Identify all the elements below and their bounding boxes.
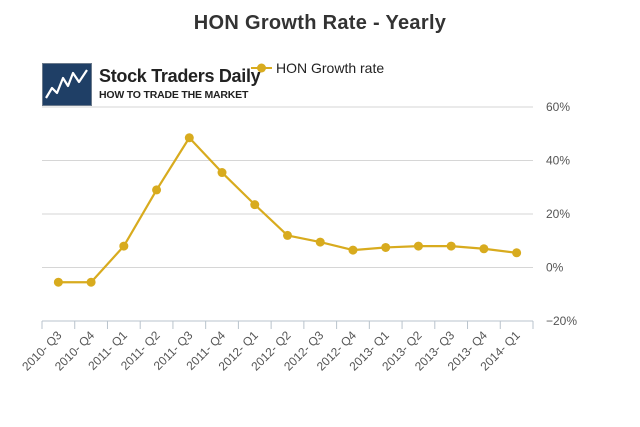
y-tick-label: 60% — [546, 100, 570, 114]
line-chart-logo-icon — [42, 63, 92, 106]
data-point — [446, 241, 456, 251]
data-point — [479, 244, 489, 254]
chart-title: HON Growth Rate - Yearly — [193, 12, 447, 34]
data-point — [119, 241, 129, 251]
logo-tagline: HOW TO TRADE THE MARKET — [99, 89, 249, 101]
data-point — [381, 242, 391, 252]
data-point — [512, 248, 522, 258]
data-point — [184, 133, 194, 143]
legend-label: HON Growth rate — [276, 60, 384, 76]
data-point — [413, 241, 423, 251]
data-point — [315, 237, 325, 247]
data-point — [152, 185, 162, 195]
y-tick-label: 40% — [546, 154, 570, 168]
y-tick-label: −20% — [546, 314, 577, 328]
logo-name: Stock Traders Daily — [99, 66, 261, 86]
y-tick-label: 20% — [546, 207, 570, 221]
series-layer — [53, 133, 522, 287]
data-point — [348, 245, 358, 255]
y-axis-tick-labels: −20% 0% 20% 40% 60% — [546, 100, 577, 328]
data-point — [86, 277, 96, 287]
grid-lines — [42, 106, 533, 268]
legend-swatch-marker — [257, 63, 266, 73]
series-line — [58, 136, 517, 284]
y-tick-label: 0% — [546, 261, 564, 275]
data-point — [217, 168, 227, 178]
stock-traders-daily-logo: Stock Traders Daily HOW TO TRADE THE MAR… — [42, 63, 261, 106]
data-point — [53, 277, 63, 287]
data-point — [283, 230, 292, 240]
data-point — [250, 200, 260, 210]
legend[interactable]: HON Growth rate — [251, 60, 384, 76]
